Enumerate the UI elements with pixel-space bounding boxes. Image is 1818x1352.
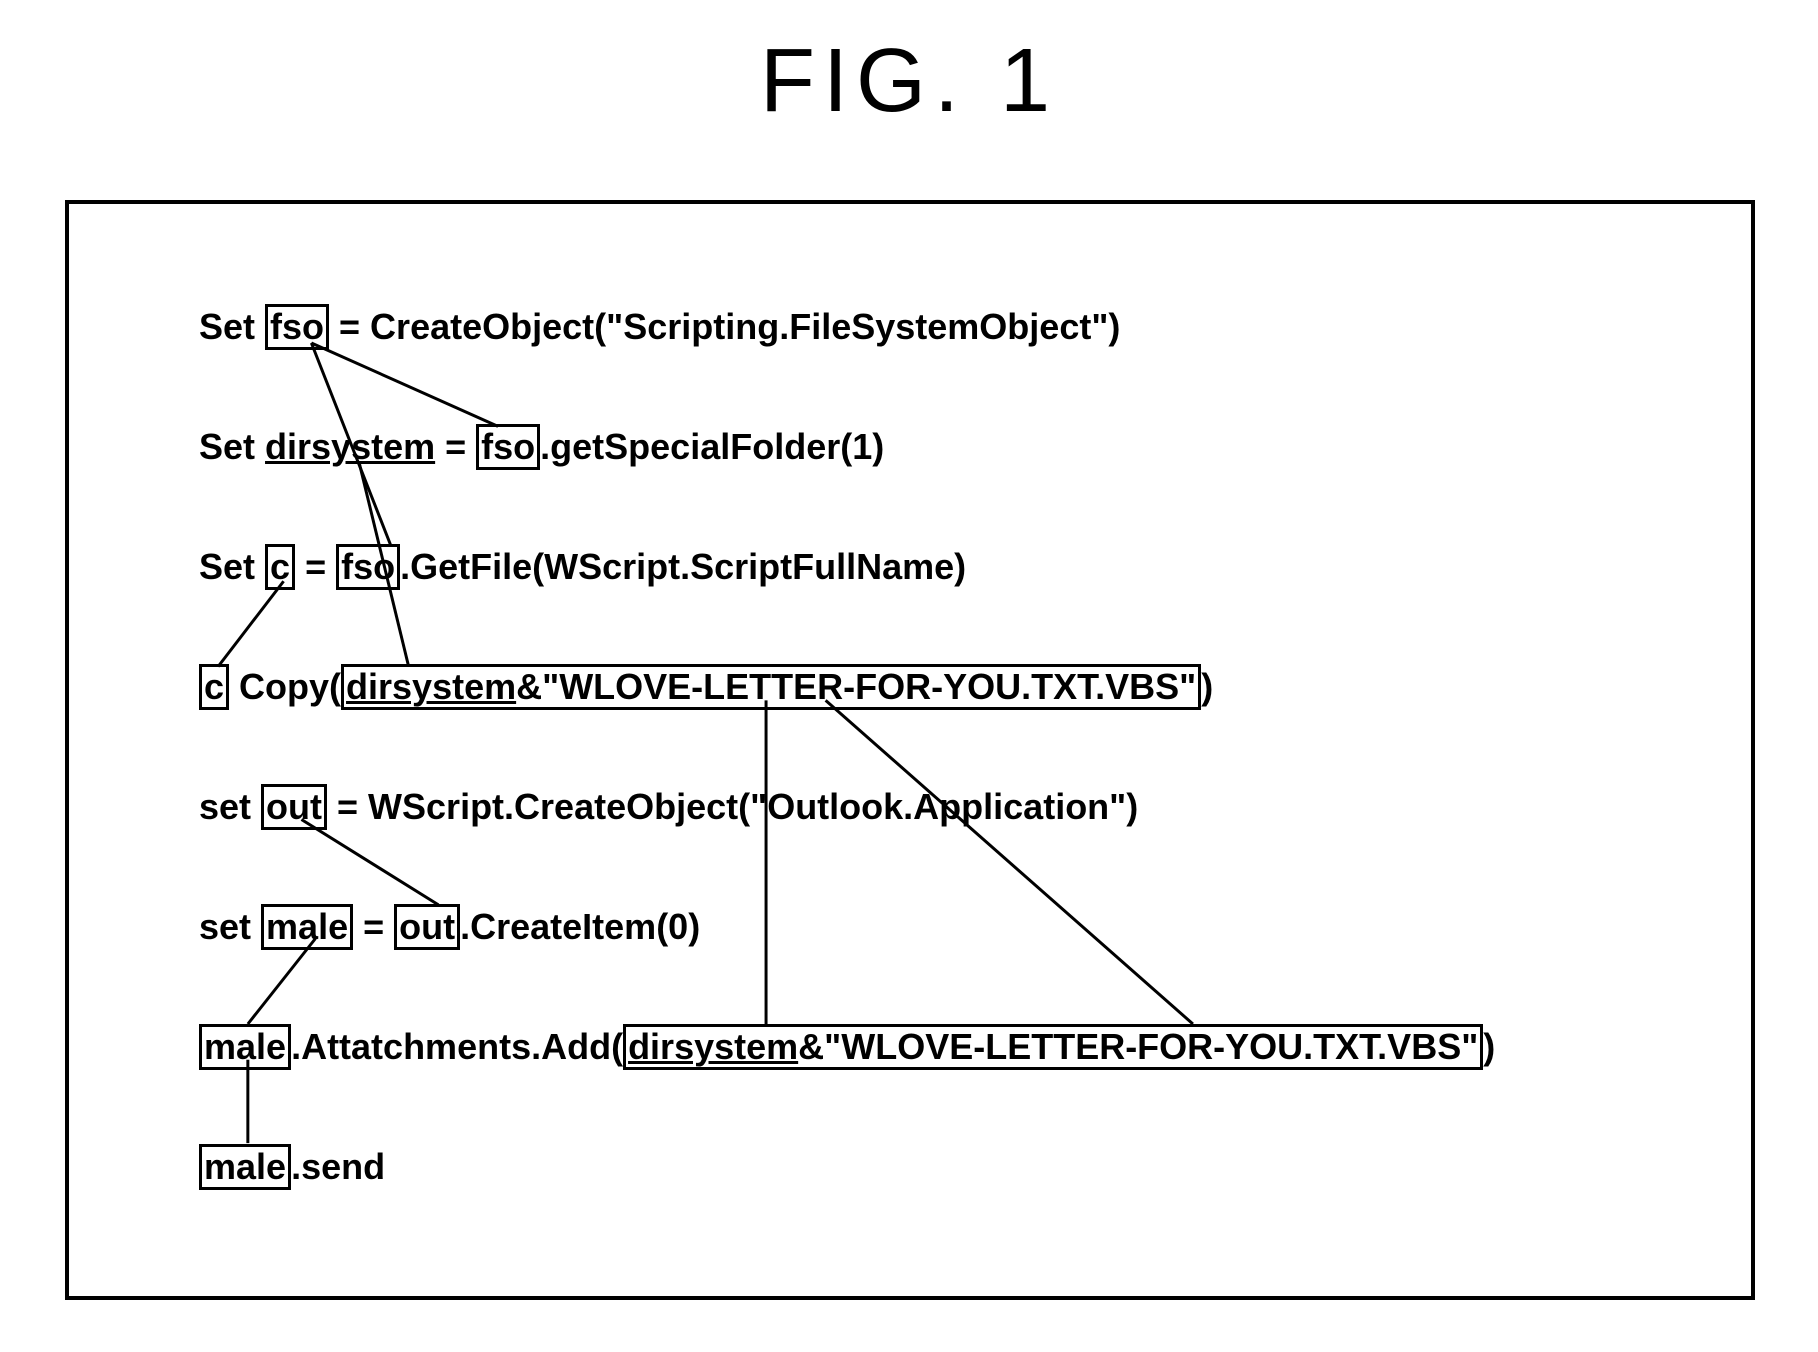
code-line-7: male.Attatchments.Add(dirsystem&"WLOVE-L… <box>199 1024 1495 1070</box>
text-copy: Copy( <box>229 666 341 707</box>
text-send: .send <box>291 1146 385 1187</box>
connection-lines <box>69 204 1751 1296</box>
text-eq6: = <box>353 906 394 947</box>
text-closeparen2: ) <box>1483 1026 1495 1067</box>
text-createobject: = CreateObject("Scripting.FileSystemObje… <box>329 306 1120 347</box>
var-fso-use2: fso <box>336 544 400 590</box>
var-out-def: out <box>261 784 327 830</box>
text-eq2: = <box>435 426 476 467</box>
arg-box-2: dirsystem&"WLOVE-LETTER-FOR-YOU.TXT.VBS" <box>623 1024 1483 1070</box>
text-set5: set <box>199 786 261 827</box>
code-line-8: male.send <box>199 1144 385 1190</box>
var-c-use: c <box>199 664 229 710</box>
var-male-use1: male <box>199 1024 291 1070</box>
arg-box-1: dirsystem&"WLOVE-LETTER-FOR-YOU.TXT.VBS" <box>341 664 1201 710</box>
text-loveletter2: &"WLOVE-LETTER-FOR-YOU.TXT.VBS" <box>798 1026 1478 1067</box>
var-male-def: male <box>261 904 353 950</box>
text-closeparen1: ) <box>1201 666 1213 707</box>
code-line-3: Set c = fso.GetFile(WScript.ScriptFullNa… <box>199 544 966 590</box>
text-set: Set <box>199 306 265 347</box>
text-outlook: = WScript.CreateObject("Outlook.Applicat… <box>327 786 1138 827</box>
figure-title: FIG. 1 <box>760 30 1058 133</box>
code-container: Set fso = CreateObject("Scripting.FileSy… <box>65 200 1755 1300</box>
text-set6: set <box>199 906 261 947</box>
var-fso-use1: fso <box>476 424 540 470</box>
text-loveletter1: &"WLOVE-LETTER-FOR-YOU.TXT.VBS" <box>516 666 1196 707</box>
code-line-5: set out = WScript.CreateObject("Outlook.… <box>199 784 1138 830</box>
var-out-use: out <box>394 904 460 950</box>
code-line-4: c Copy(dirsystem&"WLOVE-LETTER-FOR-YOU.T… <box>199 664 1213 710</box>
text-set3: Set <box>199 546 265 587</box>
text-getspecial: .getSpecialFolder(1) <box>540 426 884 467</box>
text-getfile: .GetFile(WScript.ScriptFullName) <box>400 546 966 587</box>
code-line-2: Set dirsystem = fso.getSpecialFolder(1) <box>199 424 884 470</box>
code-line-1: Set fso = CreateObject("Scripting.FileSy… <box>199 304 1120 350</box>
var-fso-def: fso <box>265 304 329 350</box>
var-c-def: c <box>265 544 295 590</box>
var-male-use2: male <box>199 1144 291 1190</box>
text-set2: Set <box>199 426 265 467</box>
code-line-6: set male = out.CreateItem(0) <box>199 904 700 950</box>
var-dirsystem-def: dirsystem <box>265 426 435 467</box>
var-dirsystem-use1: dirsystem <box>346 666 516 707</box>
text-attachments: .Attatchments.Add( <box>291 1026 623 1067</box>
text-eq3: = <box>295 546 336 587</box>
var-dirsystem-use2: dirsystem <box>628 1026 798 1067</box>
text-createitem: .CreateItem(0) <box>460 906 700 947</box>
